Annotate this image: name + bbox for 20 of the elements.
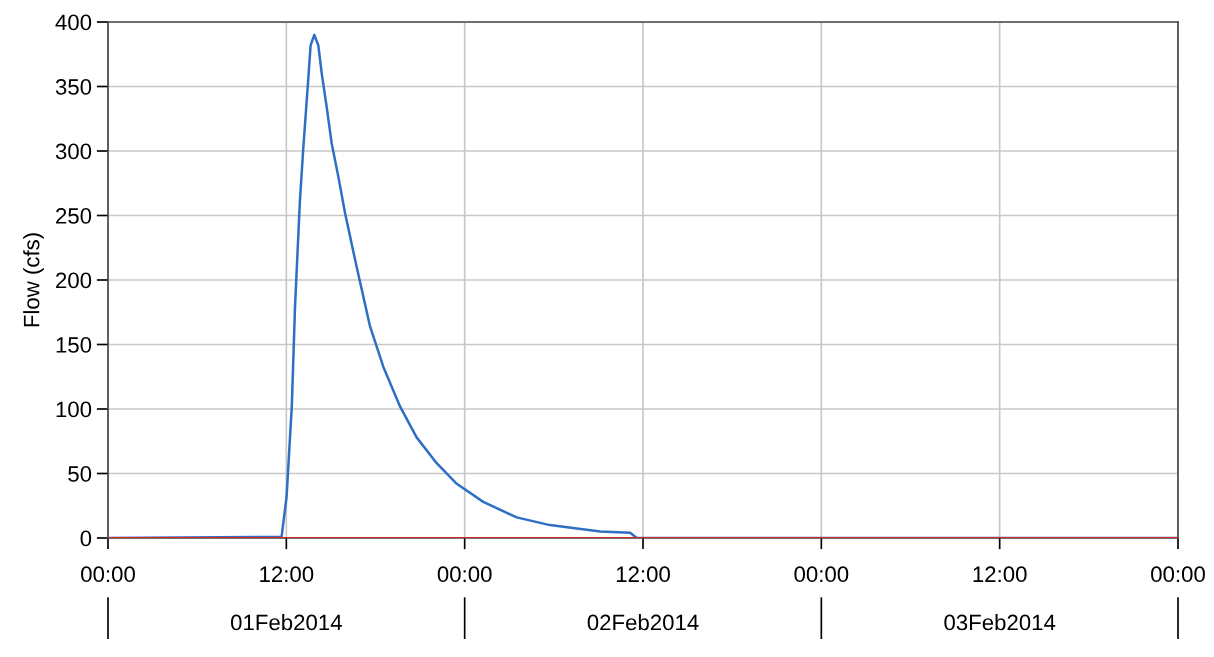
y-tick-label: 350 xyxy=(55,79,92,95)
y-tick-label: 0 xyxy=(80,530,92,547)
x2-tick-label: 02Feb2014 xyxy=(587,614,699,631)
x-tick-label: 00:00 xyxy=(794,566,849,583)
x-tick-label: 12:00 xyxy=(260,566,314,583)
y-tick-label: 400 xyxy=(55,14,92,31)
y-tick-label: 300 xyxy=(55,143,92,160)
y-tick-label: 100 xyxy=(56,401,92,418)
y-tick-label: 250 xyxy=(56,208,92,224)
y-axis-title: Flow (cfs) xyxy=(23,233,44,327)
y-tick-label: 150 xyxy=(56,337,92,353)
x2-tick-label: 01Feb2014 xyxy=(230,614,342,631)
x-tick-label: 00:00 xyxy=(1151,566,1205,583)
x-tick-label: 12:00 xyxy=(616,566,670,583)
x-tick-label: 00:00 xyxy=(437,566,492,583)
x-tick-label: 00:00 xyxy=(81,566,135,583)
y-tick-label: 50 xyxy=(68,466,92,482)
x2-tick-label: 03Feb2014 xyxy=(944,614,1056,631)
x-tick-label: 12:00 xyxy=(973,566,1027,583)
y-tick-label: 200 xyxy=(56,272,92,289)
